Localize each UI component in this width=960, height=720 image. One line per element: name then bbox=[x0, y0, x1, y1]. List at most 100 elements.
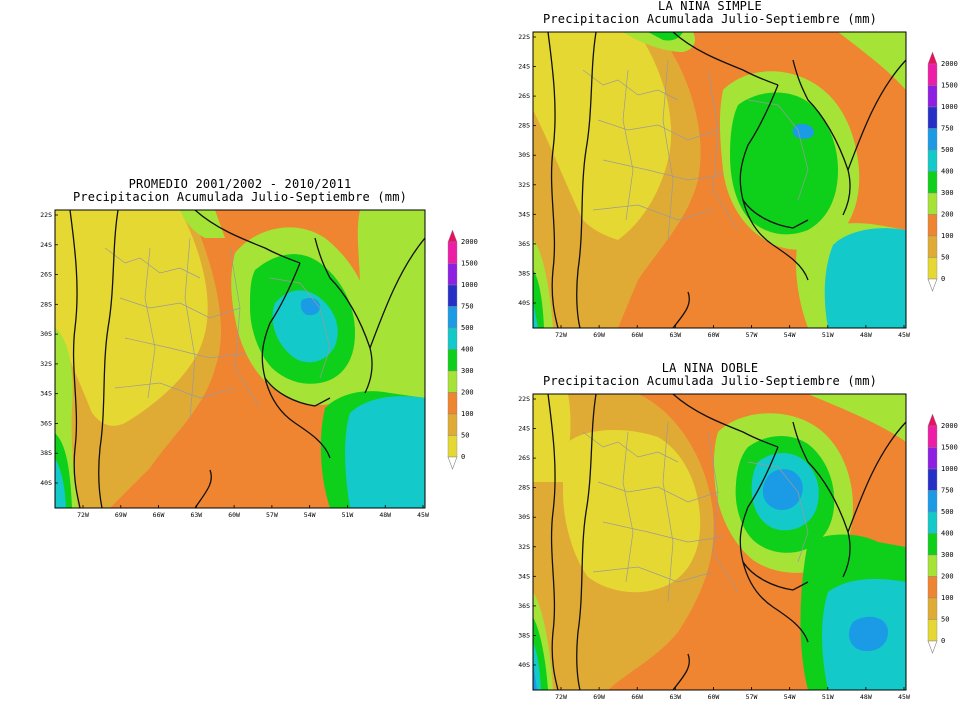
province-borders bbox=[582, 59, 809, 241]
lon-tick-label: 60W bbox=[228, 511, 240, 519]
panel-nina-doble: LA NINA DOBLE Precipitacion Acumulada Ju… bbox=[480, 362, 960, 720]
legend-swatch bbox=[927, 511, 938, 534]
lon-tick-label: 48W bbox=[860, 331, 872, 339]
lon-tick-label: 72W bbox=[555, 693, 567, 701]
lat-tick-label: 40S bbox=[518, 661, 530, 669]
legend-swatch bbox=[927, 63, 938, 86]
country-borders bbox=[547, 32, 906, 328]
legend-label: 1000 bbox=[461, 281, 478, 289]
lat-tick-label: 28S bbox=[518, 484, 530, 492]
lat-tick-label: 26S bbox=[40, 271, 52, 279]
legend-label: 200 bbox=[461, 389, 474, 397]
legend-label: 300 bbox=[941, 189, 954, 197]
legend-swatch bbox=[927, 425, 938, 448]
lat-tick-label: 40S bbox=[40, 479, 52, 487]
legend-label: 200 bbox=[941, 573, 954, 581]
lon-tick-label: 69W bbox=[593, 331, 605, 339]
legend-swatch bbox=[927, 576, 938, 599]
lat-tick-label: 30S bbox=[518, 151, 530, 159]
legend-label: 500 bbox=[941, 508, 954, 516]
panel-title-line1: PROMEDIO 2001/2002 - 2010/2011 bbox=[128, 177, 352, 191]
panel-nina-simple: LA NINA SIMPLE Precipitacion Acumulada J… bbox=[480, 0, 960, 355]
lat-tick-label: 28S bbox=[40, 300, 52, 308]
lat-tick-label: 22S bbox=[518, 395, 530, 403]
legend-label: 50 bbox=[461, 432, 469, 440]
lat-tick-label: 34S bbox=[40, 390, 52, 398]
lon-tick-label: 63W bbox=[190, 511, 202, 519]
lon-tick-label: 57W bbox=[746, 693, 758, 701]
country-borders bbox=[69, 210, 425, 508]
lat-tick-label: 28S bbox=[518, 122, 530, 130]
legend-swatch bbox=[927, 597, 938, 620]
legend-label: 2000 bbox=[941, 422, 958, 430]
legend-swatch bbox=[447, 306, 458, 329]
legend-swatch bbox=[447, 435, 458, 458]
precipitation-map: 22S 24S 26S 28S 30S 32S 34S 36S 38S 40S 72W 69W 66W… bbox=[518, 31, 958, 339]
legend-swatch bbox=[927, 447, 938, 470]
legend-label: 1500 bbox=[461, 260, 478, 268]
lat-tick-label: 32S bbox=[518, 543, 530, 551]
map-frame bbox=[54, 209, 426, 509]
map-frame bbox=[532, 31, 907, 329]
legend-swatch bbox=[927, 192, 938, 215]
lon-tick-label: 45W bbox=[898, 331, 910, 339]
panel-title-line2: Precipitacion Acumulada Julio-Septiembre… bbox=[542, 374, 878, 388]
legend-label: 100 bbox=[941, 594, 954, 602]
legend-label: 50 bbox=[941, 254, 949, 262]
legend-swatch bbox=[447, 241, 458, 264]
legend-swatch bbox=[447, 327, 458, 350]
panel-title-line2: Precipitacion Acumulada Julio-Septiembre… bbox=[542, 12, 878, 26]
lat-tick-label: 24S bbox=[518, 425, 530, 433]
legend-swatch bbox=[927, 533, 938, 556]
legend-label: 300 bbox=[461, 367, 474, 375]
lon-tick-label: 69W bbox=[115, 511, 127, 519]
lat-tick-label: 36S bbox=[40, 419, 52, 427]
province-borders bbox=[104, 237, 331, 419]
lat-tick-label: 34S bbox=[518, 572, 530, 580]
legend-arrow-top bbox=[927, 51, 938, 65]
legend-swatch bbox=[447, 349, 458, 372]
lat-tick-label: 26S bbox=[518, 454, 530, 462]
lat-tick-label: 22S bbox=[518, 33, 530, 41]
lon-tick-label: 66W bbox=[631, 331, 643, 339]
lat-tick-label: 36S bbox=[518, 240, 530, 248]
lon-tick-label: 72W bbox=[77, 511, 89, 519]
lon-tick-label: 54W bbox=[304, 511, 316, 519]
lon-labels: 72W 69W 66W 63W 60W 57W 54W 51W 48W 45W bbox=[555, 687, 910, 701]
legend-swatch bbox=[447, 284, 458, 307]
lon-tick-label: 60W bbox=[708, 331, 720, 339]
legend-swatch bbox=[927, 149, 938, 172]
contour-fields bbox=[533, 32, 906, 328]
lon-tick-label: 60W bbox=[708, 693, 720, 701]
panel-title-line1: LA NINA DOBLE bbox=[661, 361, 759, 375]
legend-swatch bbox=[447, 413, 458, 436]
contour-fields bbox=[55, 210, 425, 508]
legend-label: 400 bbox=[941, 168, 954, 176]
legend-label: 500 bbox=[461, 324, 474, 332]
legend-label: 400 bbox=[461, 346, 474, 354]
lat-tick-label: 40S bbox=[518, 299, 530, 307]
legend-arrow-top bbox=[447, 229, 458, 243]
legend-label: 50 bbox=[941, 616, 949, 624]
country-borders bbox=[547, 394, 906, 690]
lat-labels: 22S 24S 26S 28S 30S 32S 34S 36S 38S 40S bbox=[518, 33, 536, 307]
province-borders bbox=[582, 421, 809, 603]
lon-labels: 72W 69W 66W 63W 60W 57W 54W 51W 48W 45W bbox=[555, 325, 910, 339]
legend-label: 750 bbox=[461, 303, 474, 311]
legend-label: 1500 bbox=[941, 82, 958, 90]
lat-tick-label: 34S bbox=[518, 210, 530, 218]
legend-arrow-bottom bbox=[927, 278, 938, 292]
lat-tick-label: 38S bbox=[518, 269, 530, 277]
lon-tick-label: 66W bbox=[631, 693, 643, 701]
lat-tick-label: 38S bbox=[40, 449, 52, 457]
precipitation-map: 22S 24S 26S 28S 30S 32S 34S 36S 38S 40S 72W 69W 66W… bbox=[40, 209, 478, 519]
legend-label: 1000 bbox=[941, 103, 958, 111]
lon-tick-label: 45W bbox=[898, 693, 910, 701]
lat-tick-label: 30S bbox=[518, 513, 530, 521]
legend-label: 1500 bbox=[941, 444, 958, 452]
legend-swatch bbox=[927, 619, 938, 642]
panel-promedio: PROMEDIO 2001/2002 - 2010/2011 Precipita… bbox=[0, 178, 490, 523]
lon-labels: 72W 69W 66W 63W 60W 57W 54W 51W 48W 45W bbox=[77, 505, 429, 519]
legend-swatch bbox=[927, 490, 938, 513]
